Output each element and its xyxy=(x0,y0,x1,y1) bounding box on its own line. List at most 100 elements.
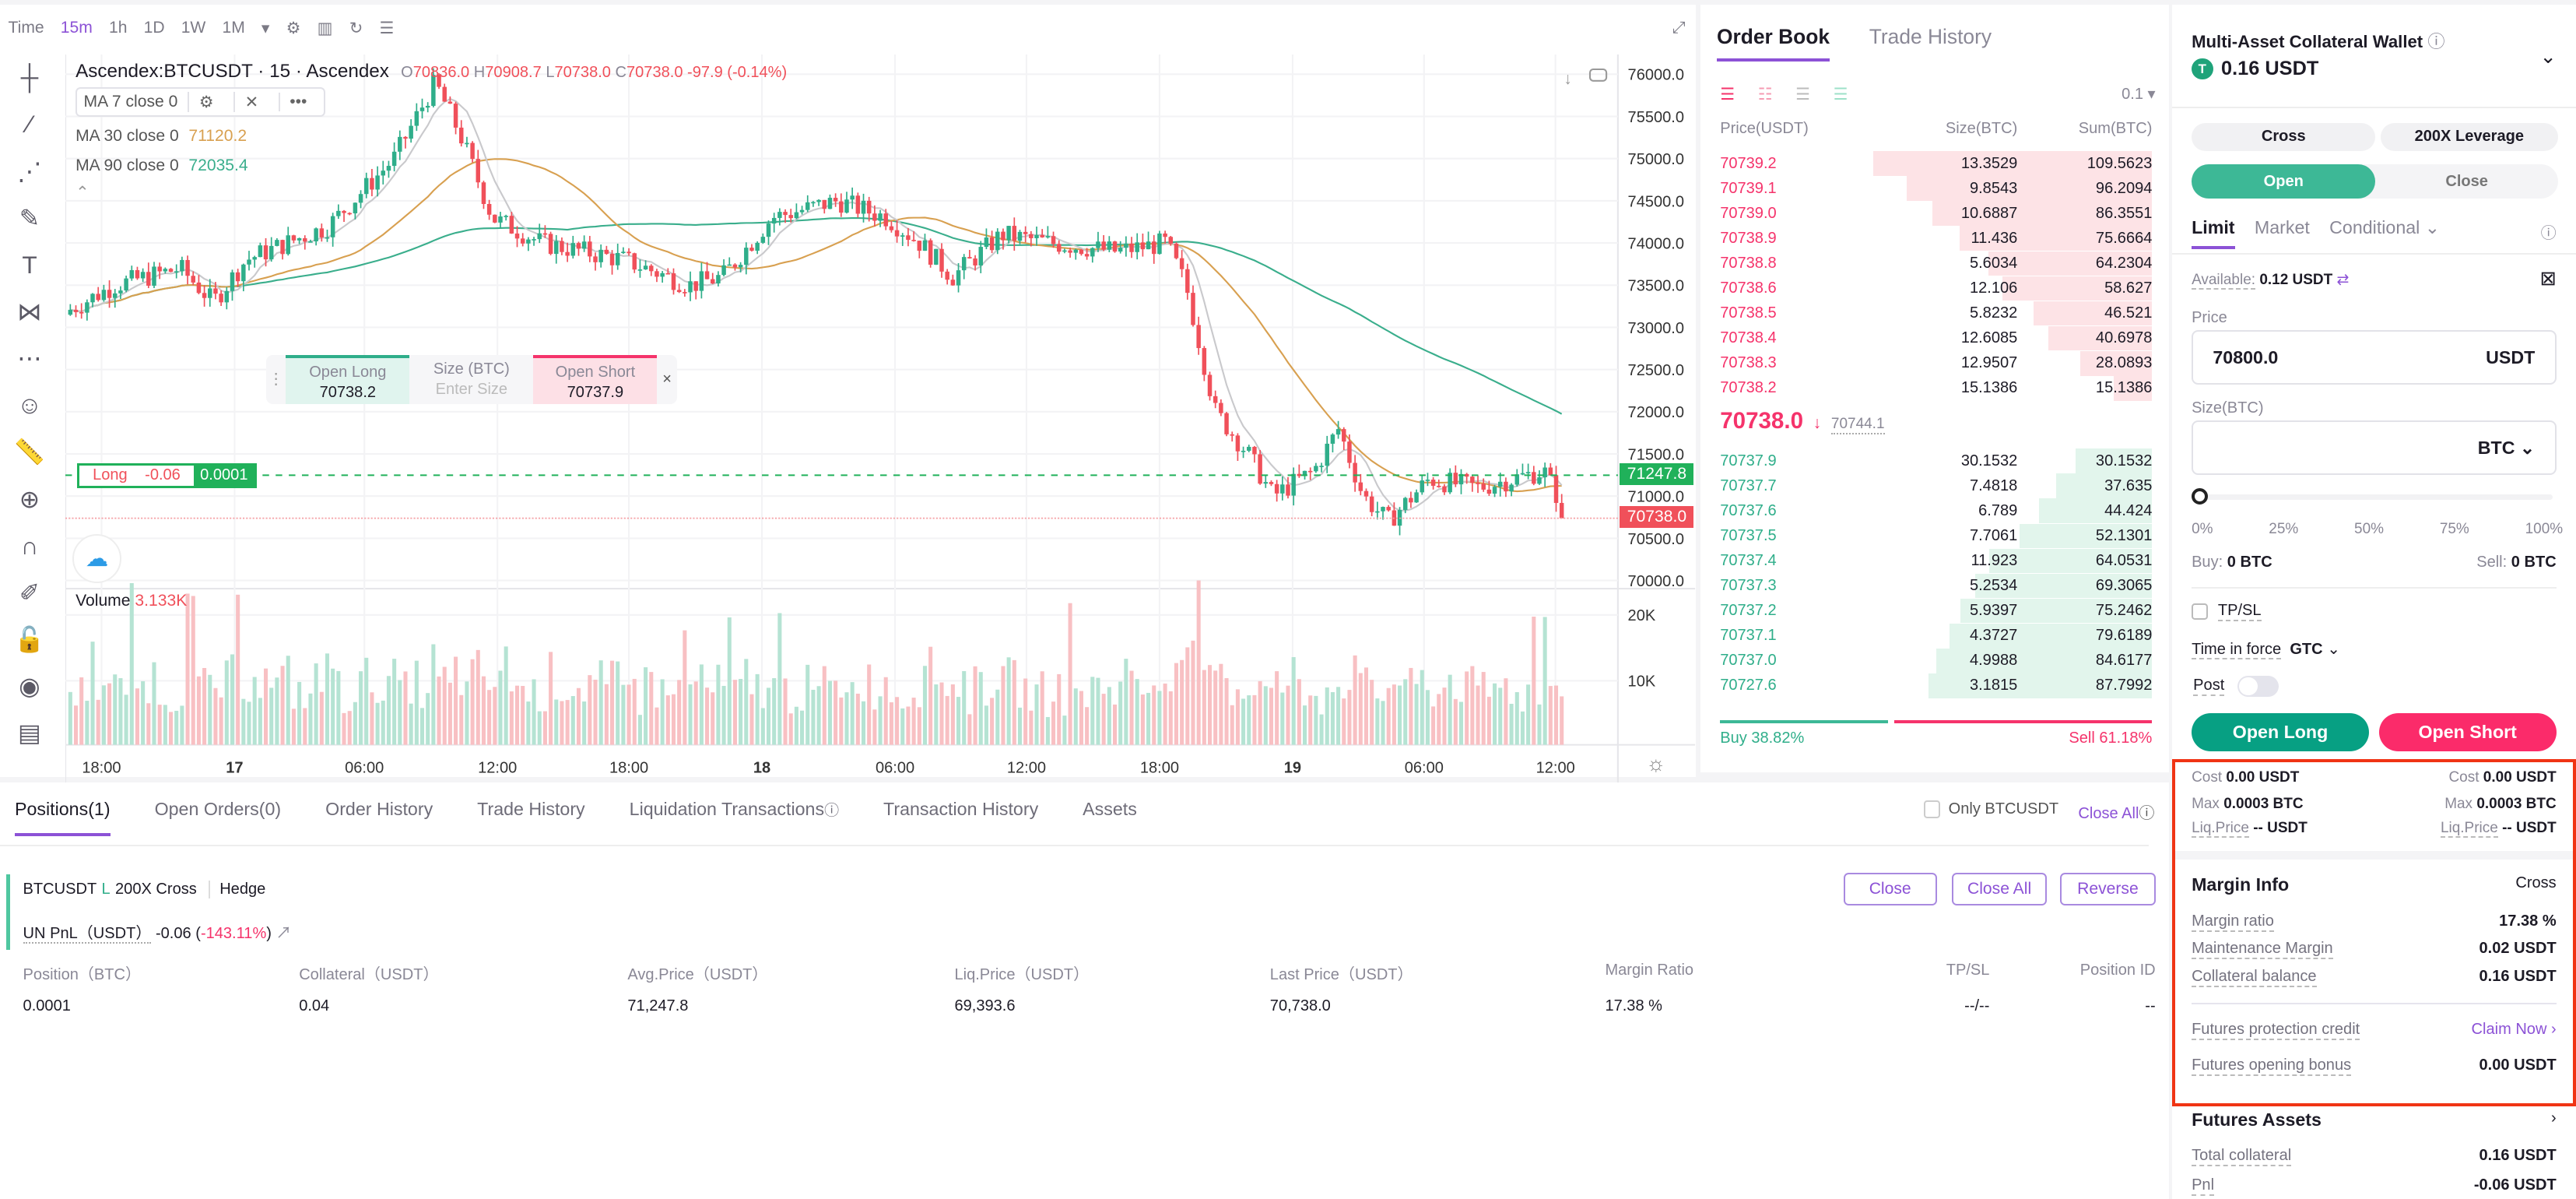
close-tab[interactable]: Close xyxy=(2445,173,2488,191)
claim-now-link[interactable]: Claim Now › xyxy=(2471,1020,2557,1038)
checkbox[interactable] xyxy=(2192,603,2209,620)
position-line-label[interactable]: Long -0.06 0.0001 xyxy=(77,463,257,488)
size-unit-select[interactable]: BTC xyxy=(2477,437,2515,458)
collapse-legend-icon[interactable]: ⌃ xyxy=(75,184,89,202)
help-icon[interactable]: ⓘ xyxy=(2427,31,2445,51)
cell[interactable]: --/-- xyxy=(1964,997,1990,1015)
ma7-indicator[interactable]: MA 7 close 0 ⚙ ✕ ••• xyxy=(75,86,325,118)
tab-transaction-history[interactable]: Transaction History xyxy=(883,798,1039,819)
interval-1d[interactable]: 1D xyxy=(143,18,165,37)
trash-icon[interactable]: ▤ xyxy=(18,719,41,747)
futures-assets-header[interactable]: Futures Assets › xyxy=(2192,1109,2557,1130)
close-quick-trade-icon[interactable]: × xyxy=(662,370,672,388)
mark-100[interactable]: 100% xyxy=(2525,521,2564,538)
view-both-icon[interactable]: ☰ xyxy=(1720,85,1735,104)
quick-open-short-button[interactable]: Open Short 70737.9 xyxy=(533,354,658,405)
time-in-force[interactable]: Time in force GTC ⌄ xyxy=(2192,641,2341,660)
expand-wallet-icon[interactable]: ⌄ xyxy=(2539,45,2557,68)
settings-icon[interactable]: ⚙ xyxy=(188,92,223,113)
bid-row[interactable]: 70737.6 6.789 44.424 xyxy=(1720,498,2153,524)
settings-icon[interactable]: ⚙ xyxy=(286,19,301,37)
bid-row[interactable]: 70737.9 30.1532 30.1532 xyxy=(1720,448,2153,473)
ask-row[interactable]: 70738.8 5.6034 64.2304 xyxy=(1720,251,2153,276)
ask-row[interactable]: 70738.6 12.106 58.627 xyxy=(1720,276,2153,301)
ask-row[interactable]: 70738.5 5.8232 46.521 xyxy=(1720,301,2153,326)
prediction-icon[interactable]: ⋯ xyxy=(17,344,42,373)
tab-order-book[interactable]: Order Book xyxy=(1716,25,1830,62)
price-input[interactable]: 70800.0 USDT xyxy=(2192,330,2557,385)
ask-row[interactable]: 70739.1 9.8543 96.2094 xyxy=(1720,176,2153,201)
pattern-icon[interactable]: ⋈ xyxy=(17,297,42,326)
ask-row[interactable]: 70738.9 11.436 75.6664 xyxy=(1720,226,2153,251)
trend-line-icon[interactable]: ⁄ xyxy=(27,110,32,139)
tab-trade-history[interactable]: Trade History xyxy=(477,798,585,819)
post-toggle[interactable] xyxy=(2237,675,2279,698)
indicators-icon[interactable]: ▥ xyxy=(317,19,333,37)
size-slider[interactable] xyxy=(2195,494,2553,500)
brush-icon[interactable]: ✎ xyxy=(19,203,40,232)
close-all-link[interactable]: Close Allⓘ xyxy=(2078,800,2154,823)
share-icon[interactable]: ↗ xyxy=(275,925,292,943)
bid-row[interactable]: 70737.1 4.3727 79.6189 xyxy=(1720,623,2153,649)
replay-icon[interactable]: ↻ xyxy=(349,19,363,37)
fullscreen-icon[interactable]: ⤢ xyxy=(1672,18,1686,37)
layout-menu-icon[interactable]: ☰ xyxy=(379,19,395,37)
help-icon[interactable]: ⓘ xyxy=(824,802,840,819)
mark-25[interactable]: 25% xyxy=(2269,521,2299,538)
mark-75[interactable]: 75% xyxy=(2439,521,2469,538)
interval-1m[interactable]: 1M xyxy=(222,18,245,37)
transfer-icon[interactable]: ⇄ xyxy=(2336,272,2350,289)
ask-row[interactable]: 70739.0 10.6887 86.3551 xyxy=(1720,201,2153,227)
more-icon[interactable]: ••• xyxy=(278,93,317,112)
ma90-indicator[interactable]: MA 90 close 0 72035.4 xyxy=(75,156,248,175)
ask-row[interactable]: 70738.3 12.9507 28.0893 xyxy=(1720,350,2153,376)
size-input[interactable]: BTC ⌄ xyxy=(2192,420,2557,476)
tab-market[interactable]: Market xyxy=(2254,216,2310,237)
view-asks-icon[interactable]: ☰ xyxy=(1795,85,1811,104)
open-short-button[interactable]: Open Short xyxy=(2378,713,2557,751)
ma30-indicator[interactable]: MA 30 close 0 71120.2 xyxy=(75,127,247,146)
ruler-icon[interactable]: 📏 xyxy=(14,438,45,466)
tab-trade-history[interactable]: Trade History xyxy=(1869,24,1992,48)
open-long-button[interactable]: Open Long xyxy=(2192,713,2370,751)
tab-assets[interactable]: Assets xyxy=(1083,798,1137,819)
lock-drawing-icon[interactable]: ✐ xyxy=(19,578,40,607)
close-position-button[interactable]: Close xyxy=(1843,872,1937,906)
unlock-icon[interactable]: 🔓 xyxy=(14,625,45,654)
tradingview-logo-icon[interactable]: ☁ xyxy=(72,534,122,584)
emoji-icon[interactable]: ☺ xyxy=(16,391,43,420)
tab-positions[interactable]: Positions(1) xyxy=(14,799,111,836)
fib-icon[interactable]: ⋰ xyxy=(17,156,42,185)
bid-row[interactable]: 70727.6 3.1815 87.7992 xyxy=(1720,673,2153,698)
interval-1h[interactable]: 1h xyxy=(108,18,128,37)
tab-conditional[interactable]: Conditional ⌄ xyxy=(2329,216,2441,237)
bid-row[interactable]: 70737.4 11.923 64.0531 xyxy=(1720,548,2153,574)
mark-50[interactable]: 50% xyxy=(2354,521,2385,538)
chevron-right-icon[interactable]: › xyxy=(2551,1109,2557,1127)
bid-row[interactable]: 70737.3 5.2534 69.3065 xyxy=(1720,573,2153,599)
ask-row[interactable]: 70739.2 13.3529 109.5623 xyxy=(1720,151,2153,176)
quick-size-input[interactable]: Size (BTC) Enter Size xyxy=(409,355,533,404)
help-icon[interactable]: ⓘ xyxy=(2139,805,2155,823)
leverage-button[interactable]: 200X Leverage xyxy=(2380,123,2558,152)
tab-limit[interactable]: Limit xyxy=(2192,217,2235,250)
view-split-icon[interactable]: ☷ xyxy=(1757,85,1773,104)
precision-select[interactable]: 0.1 ▾ xyxy=(2122,85,2156,103)
bid-row[interactable]: 70737.2 5.9397 75.2462 xyxy=(1720,598,2153,624)
ask-row[interactable]: 70738.4 12.6085 40.6978 xyxy=(1720,325,2153,351)
tab-order-history[interactable]: Order History xyxy=(325,798,433,819)
crosshair-icon[interactable]: ┼ xyxy=(20,63,39,92)
candlestick-chart[interactable]: 76000.0 75500.0 75000.0 74500.0 74000.0 73500… xyxy=(65,54,1696,786)
magnet-icon[interactable]: ∩ xyxy=(20,531,39,560)
close-all-positions-button[interactable]: Close All xyxy=(1951,872,2048,906)
interval-15m[interactable]: 15m xyxy=(60,18,93,37)
only-symbol-filter[interactable]: Only BTCUSDT xyxy=(1923,800,2058,819)
ask-row[interactable]: 70738.2 15.1386 15.1386 xyxy=(1720,375,2153,401)
bid-row[interactable]: 70737.0 4.9988 84.6177 xyxy=(1720,648,2153,673)
chart-settings-icon[interactable]: ☼ xyxy=(1646,751,1666,775)
view-bids-icon[interactable]: ☰ xyxy=(1833,85,1848,104)
drag-handle-icon[interactable]: ⋮ xyxy=(268,370,284,388)
tab-liquidation-transactions[interactable]: Liquidation Transactionsⓘ xyxy=(630,799,839,836)
eye-icon[interactable]: ◉ xyxy=(19,672,40,701)
quick-open-long-button[interactable]: Open Long 70738.2 xyxy=(286,354,410,405)
